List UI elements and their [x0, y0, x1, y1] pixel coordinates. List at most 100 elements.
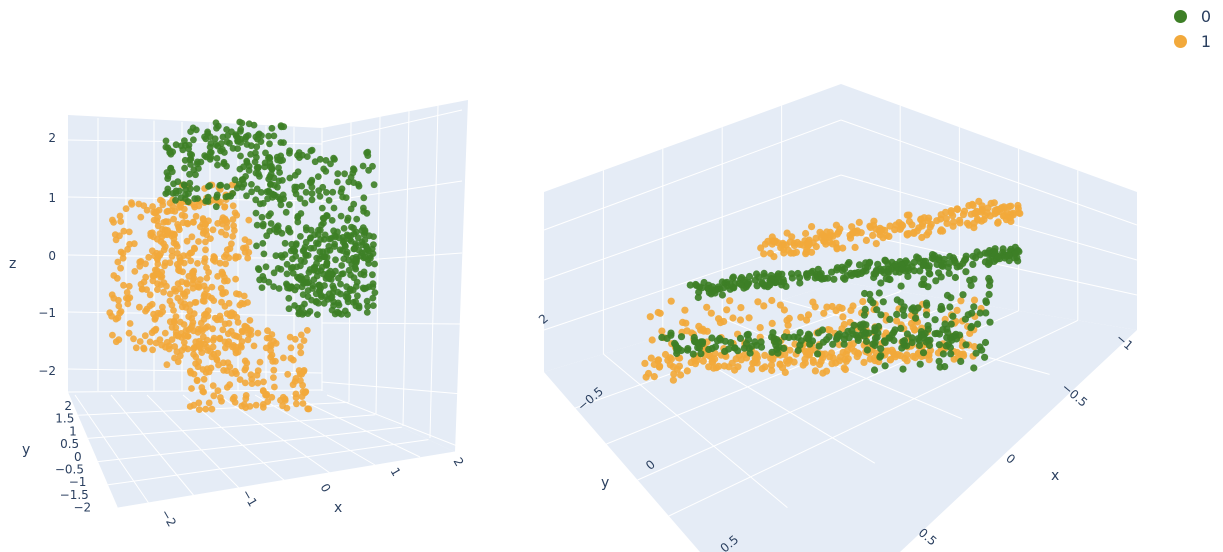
data-point-1 [862, 236, 871, 244]
data-point-1 [226, 310, 234, 318]
data-point-0 [718, 291, 727, 299]
data-point-1 [781, 351, 789, 359]
data-point-0 [893, 296, 901, 304]
data-point-0 [344, 311, 351, 318]
data-point-0 [363, 297, 371, 305]
x-tick-label: 1 [387, 465, 403, 479]
data-point-0 [330, 227, 337, 235]
data-point-0 [736, 334, 745, 342]
data-point-0 [729, 274, 737, 282]
data-point-1 [123, 294, 130, 302]
data-point-0 [328, 217, 336, 224]
data-point-1 [785, 314, 793, 322]
data-point-1 [208, 405, 216, 413]
data-point-1 [786, 238, 795, 246]
data-point-1 [149, 203, 157, 210]
grid-line [543, 119, 842, 231]
data-point-0 [295, 304, 302, 312]
legend-item-0[interactable]: 0 [1173, 4, 1211, 29]
data-point-0 [207, 149, 215, 156]
data-point-0 [318, 204, 326, 212]
data-point-1 [677, 371, 685, 379]
data-point-1 [149, 346, 157, 354]
data-point-1 [154, 280, 161, 288]
data-point-1 [183, 237, 191, 245]
data-point-1 [859, 298, 867, 306]
legend[interactable]: 0 1 [1173, 4, 1211, 54]
data-point-1 [109, 331, 116, 339]
data-point-1 [166, 259, 174, 267]
data-point-1 [116, 309, 124, 317]
data-point-0 [224, 192, 232, 200]
data-point-1 [154, 286, 161, 293]
data-point-0 [874, 260, 882, 268]
data-point-0 [720, 284, 728, 292]
data-point-1 [753, 351, 761, 359]
data-point-0 [692, 281, 701, 290]
data-point-0 [727, 339, 735, 347]
data-point-0 [306, 308, 314, 315]
data-point-0 [900, 303, 908, 311]
data-point-1 [120, 227, 128, 235]
data-point-0 [201, 152, 209, 160]
data-point-0 [780, 333, 789, 341]
data-point-1 [839, 244, 847, 252]
data-point-0 [265, 154, 272, 162]
data-point-0 [361, 227, 369, 234]
data-point-1 [978, 207, 986, 215]
left-scene[interactable]: 210−1−221.510.50−0.5−1−1.5−2 −2−1 012 x y … [9, 100, 468, 529]
data-point-0 [829, 340, 837, 348]
data-point-1 [181, 292, 189, 300]
data-point-1 [769, 355, 777, 363]
data-point-0 [261, 163, 269, 171]
data-point-0 [277, 201, 285, 209]
data-point-1 [903, 230, 911, 238]
data-point-0 [282, 208, 290, 216]
data-point-0 [860, 311, 869, 319]
data-point-1 [905, 217, 914, 226]
data-point-0 [752, 270, 761, 278]
data-point-0 [299, 291, 307, 298]
data-point-1 [190, 218, 197, 226]
data-point-0 [239, 176, 247, 183]
data-point-0 [877, 279, 885, 287]
data-point-0 [289, 255, 296, 263]
data-point-0 [859, 320, 867, 328]
right-x-axis-title: x [1051, 468, 1059, 484]
data-point-0 [891, 260, 900, 269]
y-tick-label: −1 [69, 475, 87, 489]
x-tick-label: 0 [1003, 451, 1018, 467]
data-point-0 [248, 181, 255, 188]
data-point-0 [932, 277, 940, 285]
data-point-1 [953, 205, 961, 213]
data-point-1 [260, 378, 267, 386]
data-point-1 [875, 227, 883, 235]
data-point-0 [281, 251, 289, 258]
data-point-1 [244, 299, 251, 306]
data-point-0 [252, 209, 260, 217]
data-point-1 [229, 216, 237, 223]
data-point-1 [149, 229, 156, 237]
data-point-0 [779, 276, 787, 284]
data-point-1 [217, 394, 224, 401]
data-point-0 [194, 195, 202, 202]
data-point-0 [257, 189, 265, 196]
legend-marker-0 [1173, 10, 1187, 23]
data-point-1 [192, 360, 200, 367]
data-point-0 [1014, 246, 1022, 254]
data-point-1 [808, 248, 816, 256]
data-point-0 [746, 349, 754, 357]
data-point-1 [297, 377, 304, 384]
data-point-1 [760, 250, 768, 258]
data-point-0 [972, 349, 980, 357]
data-point-1 [168, 301, 176, 309]
data-point-0 [299, 247, 307, 255]
data-point-0 [295, 274, 303, 282]
right-scene[interactable]: −1−0.500.5−0.500.52 x y [536, 84, 1138, 552]
data-point-0 [301, 199, 309, 207]
data-point-1 [138, 285, 146, 293]
z-tick-label: −2 [38, 364, 56, 378]
legend-item-1[interactable]: 1 [1173, 29, 1211, 54]
data-point-1 [277, 396, 284, 404]
data-point-1 [168, 252, 176, 260]
